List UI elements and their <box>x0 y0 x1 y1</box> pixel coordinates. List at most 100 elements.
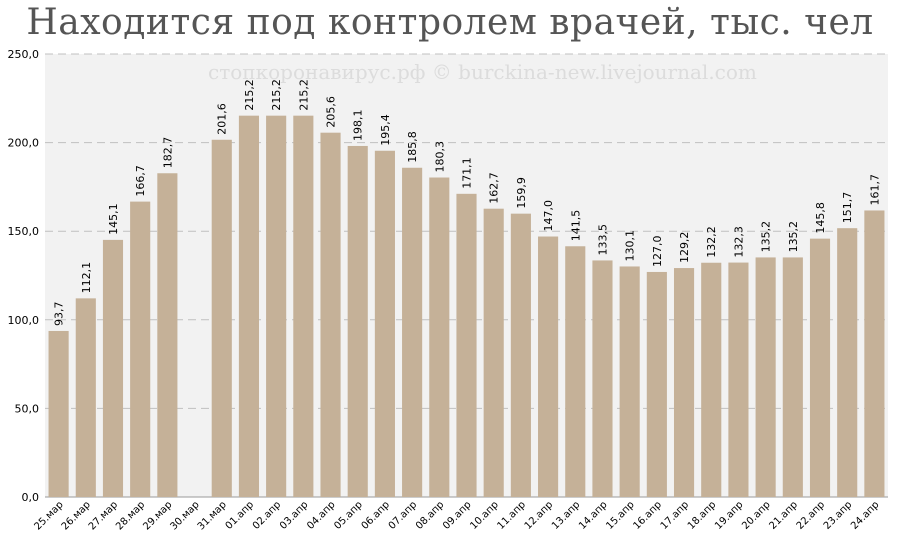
bar-value-label: 151,7 <box>841 192 854 224</box>
bar-value-label: 133,5 <box>596 224 609 256</box>
y-tick-label: 0,0 <box>22 491 40 504</box>
y-tick-label: 250,0 <box>8 48 40 61</box>
x-tick-label: 29.мар <box>141 499 174 532</box>
bar <box>102 239 124 497</box>
bar <box>755 257 776 497</box>
bar-value-label: 147,0 <box>542 200 555 232</box>
bar-value-label: 215,2 <box>270 79 283 111</box>
bar <box>619 266 640 497</box>
x-tick-label: 20.апр <box>740 499 772 531</box>
x-tick-label: 18.апр <box>686 499 718 531</box>
bar-value-label: 132,3 <box>732 226 745 258</box>
x-tick-label: 22.апр <box>795 499 827 531</box>
bar <box>347 145 368 497</box>
bar <box>293 115 314 498</box>
bar <box>456 193 477 498</box>
bar <box>374 150 395 497</box>
bar-value-label: 93,7 <box>53 301 66 326</box>
y-tick-label: 150,0 <box>8 225 40 238</box>
bar-value-label: 201,6 <box>216 103 229 134</box>
x-axis: 25.мар26.мар27.мар28.мар29.мар30.мар31.м… <box>33 499 882 532</box>
bar-value-label: 215,2 <box>297 79 310 111</box>
bar-value-label: 129,2 <box>678 232 691 264</box>
bar <box>837 228 858 497</box>
bar-value-label: 112,1 <box>80 262 93 294</box>
x-tick-label: 23.апр <box>822 499 854 531</box>
x-tick-label: 17.апр <box>659 499 691 531</box>
bar-value-label: 182,7 <box>161 137 174 169</box>
bar-value-label: 166,7 <box>134 165 147 197</box>
bar <box>130 201 151 497</box>
y-tick-label: 50,0 <box>15 402 40 415</box>
data-labels-group: 93,7 112,1 145,1 166,7 182,7 201,6 215,2 215,2 2… <box>53 79 882 326</box>
x-tick-label: 31.мар <box>196 499 229 532</box>
x-tick-label: 02.апр <box>251 499 283 531</box>
bar-value-label: 145,8 <box>814 202 827 234</box>
bar <box>809 238 831 497</box>
bar <box>728 262 749 497</box>
watermark-text: стопкоронавирус.рф © burckina-new.livejo… <box>208 60 757 84</box>
x-tick-label: 10.апр <box>468 499 500 531</box>
bar-value-label: 198,1 <box>352 109 365 141</box>
x-tick-label: 09.апр <box>441 499 473 531</box>
bar-value-label: 135,2 <box>760 221 773 253</box>
bar <box>402 167 423 498</box>
bar-value-label: 205,6 <box>325 96 338 128</box>
x-tick-label: 01.апр <box>224 499 256 531</box>
chart-title: Находится под контролем врачей, тыс. чел <box>26 2 874 43</box>
x-tick-label: 15.апр <box>604 499 636 531</box>
bar <box>238 115 260 498</box>
bar <box>592 260 613 497</box>
bar <box>565 246 586 497</box>
bar-value-label: 180,3 <box>433 141 446 173</box>
x-tick-label: 08.апр <box>414 499 446 531</box>
bar <box>701 262 722 497</box>
bar <box>75 298 96 497</box>
y-tick-label: 100,0 <box>8 314 40 327</box>
x-tick-label: 28.мар <box>114 499 147 532</box>
x-tick-label: 14.апр <box>577 499 609 531</box>
bar <box>538 236 559 498</box>
bar <box>483 208 504 497</box>
bar <box>510 213 531 497</box>
x-tick-label: 24.апр <box>849 499 881 531</box>
bar-value-label: 159,9 <box>515 177 528 209</box>
y-tick-label: 200,0 <box>8 137 40 150</box>
x-tick-label: 13.апр <box>550 499 582 531</box>
bar-value-label: 145,1 <box>107 203 120 235</box>
x-tick-label: 12.апр <box>523 499 555 531</box>
bar <box>320 132 341 497</box>
bar <box>673 268 695 497</box>
bar-value-label: 130,1 <box>624 230 637 262</box>
bars-group <box>48 115 885 498</box>
x-tick-label: 25.мар <box>33 499 66 532</box>
bar <box>48 330 69 497</box>
bar <box>157 173 178 497</box>
bar-value-label: 127,0 <box>651 235 664 267</box>
y-axis: 0,0 50,0 100,0 150,0 200,0 250,0 <box>8 48 40 504</box>
x-tick-label: 05.апр <box>332 499 364 531</box>
x-tick-label: 11.апр <box>496 499 528 531</box>
x-tick-label: 26.мар <box>60 499 93 532</box>
bar <box>429 177 450 497</box>
bar <box>646 271 667 497</box>
x-tick-label: 04.апр <box>305 499 337 531</box>
x-tick-label: 07.апр <box>387 499 419 531</box>
bar-value-label: 171,1 <box>461 157 474 189</box>
x-tick-label: 16.апр <box>632 499 664 531</box>
x-tick-label: 06.апр <box>360 499 392 531</box>
bar-value-label: 195,4 <box>379 114 392 146</box>
x-tick-label: 30.мар <box>168 499 201 532</box>
bar-value-label: 161,7 <box>868 174 881 206</box>
bar-value-label: 185,8 <box>406 131 419 163</box>
bar <box>864 210 885 498</box>
x-tick-label: 19.апр <box>713 499 745 531</box>
bar-value-label: 141,5 <box>569 210 582 242</box>
bar-value-label: 132,2 <box>705 226 718 258</box>
bar-value-label: 135,2 <box>787 221 800 253</box>
bar-value-label: 215,2 <box>243 79 256 110</box>
bar <box>782 257 803 497</box>
bar <box>211 139 232 497</box>
x-tick-label: 27.мар <box>87 499 120 532</box>
